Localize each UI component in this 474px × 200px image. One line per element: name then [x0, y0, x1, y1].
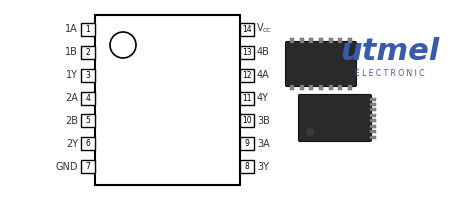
- Bar: [348, 38, 352, 43]
- Text: 6: 6: [86, 139, 91, 148]
- Text: 13: 13: [242, 48, 252, 57]
- Bar: [300, 85, 304, 90]
- Bar: [81, 137, 95, 150]
- Bar: [240, 114, 254, 127]
- Bar: [338, 38, 342, 43]
- Text: utmel: utmel: [340, 38, 439, 66]
- Text: 2Y: 2Y: [66, 139, 78, 149]
- Bar: [328, 38, 333, 43]
- Text: 2A: 2A: [65, 93, 78, 103]
- Text: V: V: [257, 23, 264, 33]
- Bar: [370, 103, 376, 106]
- Text: 11: 11: [242, 94, 252, 103]
- Text: 7: 7: [86, 162, 91, 171]
- FancyBboxPatch shape: [299, 95, 372, 142]
- Text: 3B: 3B: [257, 116, 270, 126]
- Bar: [81, 92, 95, 105]
- Text: 4B: 4B: [257, 47, 270, 57]
- Bar: [81, 160, 95, 173]
- Bar: [290, 38, 294, 43]
- Bar: [81, 23, 95, 36]
- Bar: [370, 114, 376, 117]
- Text: CC: CC: [263, 28, 272, 33]
- Bar: [370, 119, 376, 122]
- Text: 2B: 2B: [65, 116, 78, 126]
- Bar: [319, 85, 323, 90]
- Text: 3Y: 3Y: [257, 162, 269, 172]
- Bar: [240, 160, 254, 173]
- Bar: [338, 85, 342, 90]
- Circle shape: [307, 129, 313, 136]
- Circle shape: [110, 32, 136, 58]
- Bar: [95, 15, 240, 185]
- Text: 1B: 1B: [65, 47, 78, 57]
- Text: 3: 3: [86, 71, 91, 80]
- Text: 1: 1: [86, 25, 91, 34]
- Bar: [370, 125, 376, 128]
- Bar: [300, 38, 304, 43]
- FancyBboxPatch shape: [285, 42, 356, 86]
- Bar: [319, 38, 323, 43]
- Text: 9: 9: [245, 139, 249, 148]
- Text: GND: GND: [55, 162, 78, 172]
- Bar: [240, 92, 254, 105]
- Bar: [81, 46, 95, 59]
- Bar: [348, 85, 352, 90]
- Text: 2: 2: [86, 48, 91, 57]
- Bar: [81, 114, 95, 127]
- Bar: [240, 46, 254, 59]
- Text: 4A: 4A: [257, 70, 270, 80]
- Bar: [370, 130, 376, 133]
- Text: 1A: 1A: [65, 24, 78, 34]
- Bar: [370, 108, 376, 111]
- Bar: [240, 23, 254, 36]
- Text: 4Y: 4Y: [257, 93, 269, 103]
- Text: 10: 10: [242, 116, 252, 125]
- Text: 8: 8: [245, 162, 249, 171]
- Bar: [370, 98, 376, 100]
- Text: E L E C T R O N I C: E L E C T R O N I C: [355, 70, 425, 78]
- Text: 14: 14: [242, 25, 252, 34]
- Bar: [81, 69, 95, 82]
- Bar: [240, 137, 254, 150]
- Bar: [310, 38, 313, 43]
- Bar: [290, 85, 294, 90]
- Bar: [310, 85, 313, 90]
- Bar: [240, 69, 254, 82]
- Bar: [328, 85, 333, 90]
- Text: 1Y: 1Y: [66, 70, 78, 80]
- Text: 3A: 3A: [257, 139, 270, 149]
- Bar: [370, 136, 376, 138]
- Text: 5: 5: [86, 116, 91, 125]
- Text: 4: 4: [86, 94, 91, 103]
- Text: 12: 12: [242, 71, 252, 80]
